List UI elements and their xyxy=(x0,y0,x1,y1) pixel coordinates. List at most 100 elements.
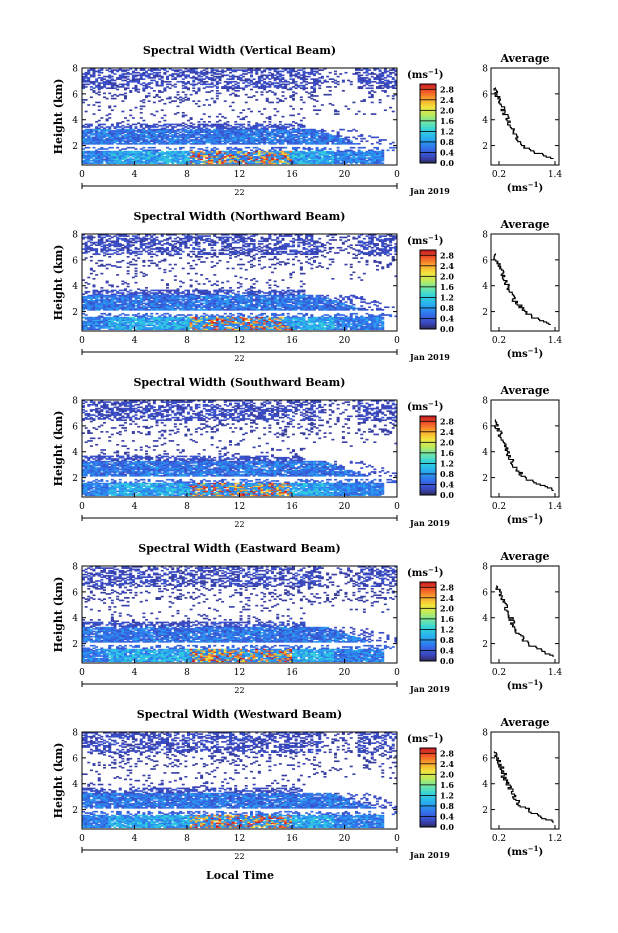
heatmap-cell xyxy=(177,81,180,83)
heatmap-cell xyxy=(295,147,298,149)
heatmap-cell xyxy=(150,77,153,79)
heatmap-cell xyxy=(90,317,93,319)
heatmap-cell xyxy=(140,148,143,150)
heatmap-cell xyxy=(213,76,216,78)
heatmap-cell xyxy=(135,72,138,74)
heatmap-cell xyxy=(95,93,98,95)
heatmap-cell xyxy=(224,130,227,132)
heatmap-cell xyxy=(93,278,96,280)
heatmap-cell xyxy=(234,76,237,78)
heatmap-cell xyxy=(114,301,117,303)
heatmap-cell xyxy=(360,100,363,102)
heatmap-cell xyxy=(85,321,88,323)
heatmap-cell xyxy=(127,314,130,316)
heatmap-cell xyxy=(116,237,119,239)
heatmap-cell xyxy=(198,74,201,76)
heatmap-cell xyxy=(205,91,208,93)
heatmap-cell xyxy=(127,235,130,237)
heatmap-cell xyxy=(184,99,187,101)
heatmap-cell xyxy=(95,121,98,123)
heatmap-cell xyxy=(282,91,285,93)
heatmap-cell xyxy=(295,87,298,89)
heatmap-cell xyxy=(156,134,159,136)
heatmap-cell xyxy=(216,116,219,118)
heatmap-cell xyxy=(100,273,103,275)
heatmap-cell xyxy=(229,78,232,80)
heatmap-cell xyxy=(381,87,384,89)
heatmap-cell xyxy=(119,261,122,263)
heatmap-cell xyxy=(203,149,206,151)
heatmap-cell xyxy=(103,265,106,267)
heatmap-cell xyxy=(90,247,93,249)
heatmap-cell xyxy=(292,98,295,100)
heatmap-cell xyxy=(174,139,177,141)
heatmap-cell xyxy=(161,91,164,93)
heatmap-cell xyxy=(153,292,156,294)
heatmap-cell xyxy=(345,106,348,108)
heatmap-cell xyxy=(224,156,227,158)
heatmap-cell xyxy=(297,113,300,115)
average-x-tick-label: 0.2 xyxy=(492,170,506,180)
heatmap-cell xyxy=(140,106,143,108)
heatmap-cell xyxy=(234,147,237,149)
heatmap-cell xyxy=(329,90,332,92)
average-frame xyxy=(491,68,559,165)
heatmap-cell xyxy=(124,80,127,82)
heatmap-cell xyxy=(169,151,172,153)
average-y-tick-label: 4 xyxy=(482,116,488,126)
heatmap-cell xyxy=(240,155,243,157)
heatmap-cell xyxy=(127,76,130,78)
heatmap-cell xyxy=(106,281,109,283)
heatmap-cell xyxy=(111,290,114,292)
heatmap-cell xyxy=(95,102,98,104)
heatmap-cell xyxy=(250,74,253,76)
heatmap-cell xyxy=(198,78,201,80)
heatmap-cell xyxy=(127,78,130,80)
heatmap-cell xyxy=(376,86,379,88)
heatmap-cell xyxy=(308,82,311,84)
heatmap-cell xyxy=(121,151,124,153)
heatmap-cell xyxy=(148,125,151,127)
heatmap-cell xyxy=(245,85,248,87)
heatmap-cell xyxy=(153,129,156,131)
heatmap-cell xyxy=(384,109,387,111)
heatmap-cell xyxy=(124,73,127,75)
heatmap-cell xyxy=(98,69,101,71)
heatmap-cell xyxy=(148,82,151,84)
heatmap-cell xyxy=(242,87,245,89)
heatmap-cell xyxy=(392,77,395,79)
heatmap-cell xyxy=(318,109,321,111)
heatmap-cell xyxy=(127,273,130,275)
heatmap-cell xyxy=(174,126,177,128)
heatmap-cell xyxy=(292,147,295,149)
heatmap-cell xyxy=(140,117,143,119)
heatmap-cell xyxy=(179,96,182,98)
heatmap-cell xyxy=(142,273,145,275)
heatmap-cell xyxy=(129,151,132,153)
heatmap-cell xyxy=(98,148,101,150)
y-axis-title: Height (km) xyxy=(52,79,65,155)
heatmap-cell xyxy=(103,78,106,80)
heatmap-cell xyxy=(132,259,135,261)
heatmap-cell xyxy=(363,138,366,140)
heatmap-cell xyxy=(119,126,122,128)
heatmap-cell xyxy=(142,124,145,126)
heatmap-cell xyxy=(234,121,237,123)
heatmap-cell xyxy=(360,147,363,149)
heatmap-cell xyxy=(271,147,274,149)
heatmap-cell xyxy=(203,72,206,74)
heatmap-cell xyxy=(250,152,253,154)
heatmap-cell xyxy=(274,85,277,87)
heatmap-cell xyxy=(158,125,161,127)
heatmap-cell xyxy=(345,137,348,139)
heatmap-cell xyxy=(158,152,161,154)
heatmap-cell xyxy=(171,134,174,136)
heatmap-cell xyxy=(224,160,227,162)
heatmap-cell xyxy=(100,82,103,84)
heatmap-cell xyxy=(203,160,206,162)
heatmap-cell xyxy=(171,73,174,75)
heatmap-cell xyxy=(106,290,109,292)
heatmap-cell xyxy=(342,129,345,131)
heatmap-cell xyxy=(240,118,243,120)
heatmap-cell xyxy=(358,135,361,137)
